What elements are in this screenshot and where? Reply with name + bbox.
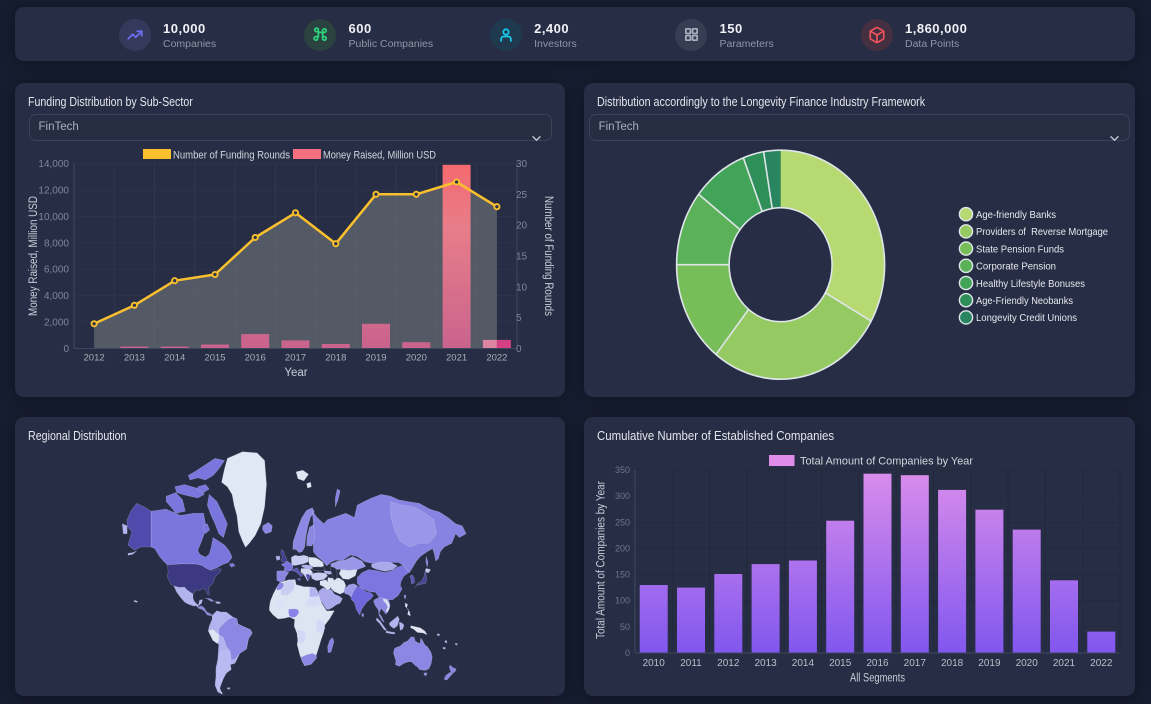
svg-text:State Pension Funds: State Pension Funds: [976, 243, 1064, 255]
svg-text:2017: 2017: [904, 658, 927, 669]
svg-text:2014: 2014: [164, 353, 185, 364]
svg-text:20: 20: [516, 221, 528, 232]
svg-text:8,000: 8,000: [44, 238, 69, 249]
svg-text:6,000: 6,000: [44, 265, 69, 276]
svg-text:0: 0: [63, 344, 69, 355]
svg-text:15: 15: [516, 252, 528, 263]
svg-text:Total Amount of Companies by Y: Total Amount of Companies by Year: [596, 481, 608, 639]
svg-text:200: 200: [615, 543, 630, 553]
svg-text:250: 250: [615, 517, 630, 527]
svg-text:2021: 2021: [446, 353, 467, 364]
svg-text:2018: 2018: [325, 353, 346, 364]
svg-text:2018: 2018: [941, 658, 964, 669]
svg-text:2019: 2019: [365, 353, 386, 364]
svg-text:0: 0: [516, 344, 522, 355]
svg-text:100: 100: [615, 596, 630, 606]
svg-text:150: 150: [615, 570, 630, 580]
svg-text:300: 300: [615, 491, 630, 501]
svg-text:2022: 2022: [486, 353, 507, 364]
svg-text:2015: 2015: [829, 658, 852, 669]
svg-text:Longevity Credit Unions: Longevity Credit Unions: [976, 312, 1077, 324]
svg-text:Total Amount of Companies by Y: Total Amount of Companies by Year: [800, 456, 973, 468]
svg-text:2015: 2015: [204, 353, 225, 364]
svg-text:Money Raised, Million USD: Money Raised, Million USD: [323, 150, 436, 162]
svg-text:Number of Funding Rounds: Number of Funding Rounds: [542, 196, 554, 316]
svg-text:12,000: 12,000: [38, 185, 69, 196]
svg-text:Year: Year: [284, 367, 307, 379]
svg-text:2,000: 2,000: [44, 318, 69, 329]
svg-text:4,000: 4,000: [44, 291, 69, 302]
svg-text:Age-Friendly Neobanks: Age-Friendly Neobanks: [976, 295, 1073, 307]
svg-text:2012: 2012: [84, 353, 105, 364]
svg-text:2019: 2019: [978, 658, 1001, 669]
svg-text:Providers of Reverse Mortgage: Providers of Reverse Mortgage: [976, 226, 1108, 238]
svg-text:2022: 2022: [1090, 658, 1113, 669]
svg-text:2016: 2016: [866, 658, 889, 669]
svg-text:2014: 2014: [792, 658, 815, 669]
svg-text:Age-friendly Banks: Age-friendly Banks: [976, 209, 1056, 221]
svg-text:25: 25: [516, 190, 528, 201]
svg-text:350: 350: [615, 465, 630, 475]
svg-text:2016: 2016: [245, 353, 266, 364]
svg-text:2020: 2020: [406, 353, 427, 364]
svg-text:10,000: 10,000: [38, 212, 69, 223]
svg-text:5: 5: [516, 313, 522, 324]
svg-text:30: 30: [516, 159, 528, 170]
svg-text:2013: 2013: [124, 353, 145, 364]
svg-text:2012: 2012: [717, 658, 740, 669]
svg-text:2013: 2013: [754, 658, 777, 669]
svg-text:10: 10: [516, 282, 528, 293]
svg-text:Money Raised, Million USD: Money Raised, Million USD: [28, 196, 40, 316]
svg-text:0: 0: [625, 648, 630, 658]
svg-text:Number of Funding Rounds: Number of Funding Rounds: [173, 150, 290, 162]
svg-text:Corporate Pension: Corporate Pension: [976, 261, 1056, 273]
svg-text:All Segments: All Segments: [850, 673, 905, 685]
svg-text:2010: 2010: [643, 658, 666, 669]
svg-text:50: 50: [620, 622, 630, 632]
svg-text:2020: 2020: [1016, 658, 1039, 669]
svg-text:2017: 2017: [285, 353, 306, 364]
svg-text:Healthy Lifestyle Bonuses: Healthy Lifestyle Bonuses: [976, 278, 1085, 290]
svg-text:2021: 2021: [1053, 658, 1076, 669]
svg-text:14,000: 14,000: [38, 159, 69, 170]
svg-text:2011: 2011: [680, 658, 702, 669]
